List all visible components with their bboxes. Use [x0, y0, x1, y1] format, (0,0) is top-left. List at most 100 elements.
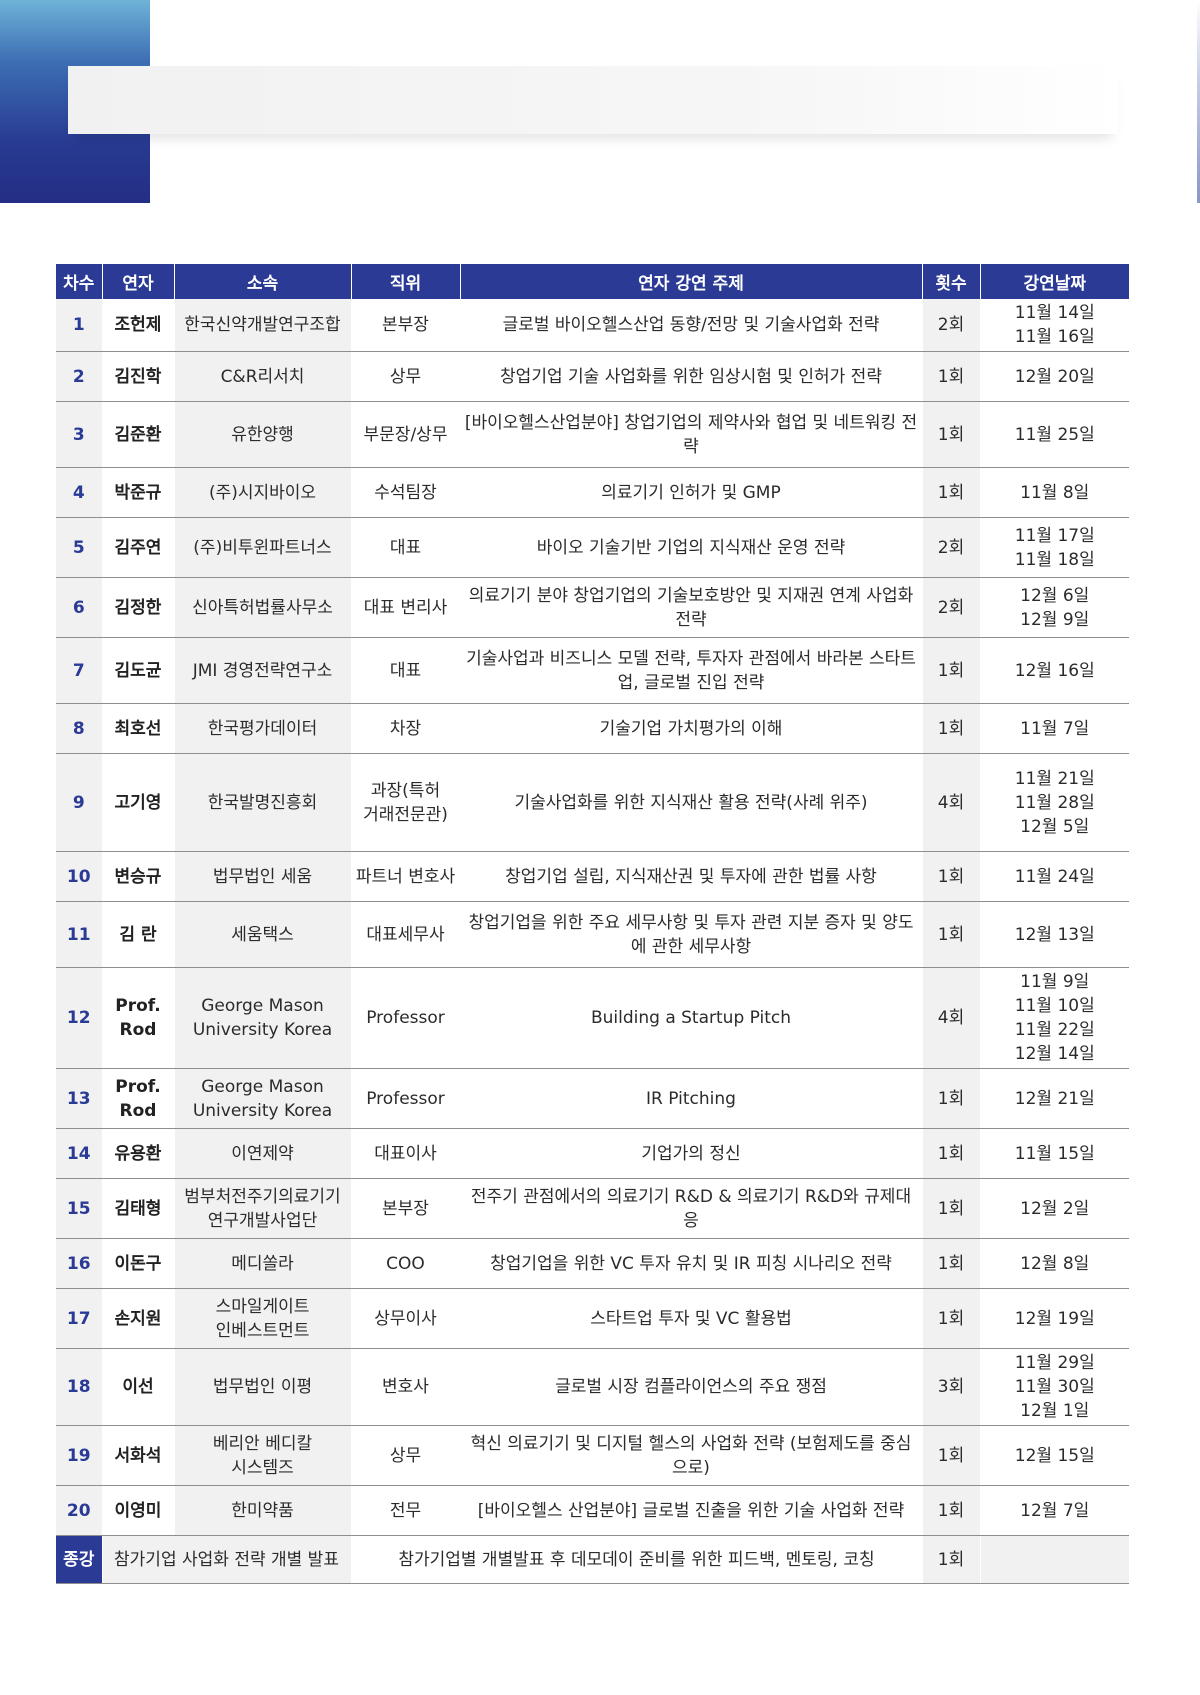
header-position: 직위 — [350, 264, 460, 299]
speaker-affiliation: (주)비투윈파트너스 — [173, 517, 351, 578]
speaker-name: 고기영 — [101, 753, 174, 852]
table-row: 11 김 란 세움택스 대표세무사 창업기업을 위한 주요 세무사항 및 투자 관련 지… — [56, 901, 1129, 968]
row-number: 8 — [56, 703, 102, 754]
table-row: 13 Prof. Rod George Mason University Korea… — [56, 1068, 1129, 1129]
table-row: 10 변승규 법무법인 세움 파트너 변호사 창업기업 설립, 지식재산권 및 투자에 … — [56, 851, 1129, 902]
lecture-dates: 11월 17일 11월 18일 — [979, 517, 1129, 578]
lecture-count: 2회 — [921, 299, 980, 352]
lecture-topic: IR Pitching — [459, 1068, 922, 1129]
lecture-count: 1회 — [921, 1128, 980, 1179]
header-affiliation: 소속 — [173, 264, 351, 299]
lecture-dates: 12월 20일 — [979, 351, 1129, 402]
lecture-topic: 기술기업 가치평가의 이해 — [459, 703, 922, 754]
header-no: 차수 — [56, 264, 102, 299]
lecture-dates: 12월 13일 — [979, 901, 1129, 968]
lecture-count: 3회 — [921, 1348, 980, 1426]
speaker-position: 대표 — [350, 637, 460, 704]
lecture-count: 4회 — [921, 967, 980, 1069]
lecture-topic: 의료기기 인허가 및 GMP — [459, 467, 922, 518]
row-number: 1 — [56, 299, 102, 352]
table-row: 9 고기영 한국발명진흥회 과장(특허 거래전문관) 기술사업화를 위한 지식재산 활용… — [56, 753, 1129, 852]
lecture-dates: 11월 14일 11월 16일 — [979, 299, 1129, 352]
lecture-dates: 12월 2일 — [979, 1178, 1129, 1239]
speaker-affiliation: 신아특허법률사무소 — [173, 577, 351, 638]
table-row: 14 유용환 이연제약 대표이사 기업가의 정신 1회 11월 15일 — [56, 1128, 1129, 1179]
speaker-name: 김정한 — [101, 577, 174, 638]
lecture-topic: 글로벌 시장 컴플라이언스의 주요 쟁점 — [459, 1348, 922, 1426]
speaker-affiliation: 범부처전주기의료기기 연구개발사업단 — [173, 1178, 351, 1239]
lecture-dates: 12월 8일 — [979, 1238, 1129, 1289]
header-dates: 강연날짜 — [979, 264, 1129, 299]
lecture-dates: 11월 9일 11월 10일 11월 22일 12월 14일 — [979, 967, 1129, 1069]
speaker-affiliation: George Mason University Korea — [173, 1068, 351, 1129]
speaker-affiliation: C&R리서치 — [173, 351, 351, 402]
lecture-count: 1회 — [921, 467, 980, 518]
row-number: 14 — [56, 1128, 102, 1179]
speaker-affiliation: (주)시지바이오 — [173, 467, 351, 518]
row-number: 6 — [56, 577, 102, 638]
lecture-dates: 12월 21일 — [979, 1068, 1129, 1129]
speaker-position: 변호사 — [350, 1348, 460, 1426]
table-row: 3 김준환 유한양행 부문장/상무 [바이오헬스산업분야] 창업기업의 제약사와 협업 … — [56, 401, 1129, 468]
row-number: 19 — [56, 1425, 102, 1486]
speaker-position: 상무이사 — [350, 1288, 460, 1349]
lecture-count: 4회 — [921, 753, 980, 852]
table-row: 4 박준규 (주)시지바이오 수석팀장 의료기기 인허가 및 GMP 1회 11월 8일 — [56, 467, 1129, 518]
title-banner — [68, 66, 1118, 134]
speaker-affiliation: 메디쏠라 — [173, 1238, 351, 1289]
speaker-affiliation: 한국평가데이터 — [173, 703, 351, 754]
speaker-affiliation: 세움택스 — [173, 901, 351, 968]
lecture-count: 1회 — [921, 851, 980, 902]
lecture-topic: 기술사업과 비즈니스 모델 전략, 투자자 관점에서 바라본 스타트업, 글로벌… — [459, 637, 922, 704]
lecture-dates: 11월 21일 11월 28일 12월 5일 — [979, 753, 1129, 852]
table-row: 12 Prof. Rod George Mason University Korea… — [56, 967, 1129, 1069]
lecture-topic: 기업가의 정신 — [459, 1128, 922, 1179]
lecture-count: 1회 — [921, 1068, 980, 1129]
speaker-name: 김주연 — [101, 517, 174, 578]
speaker-position: Professor — [350, 967, 460, 1069]
lecture-count: 2회 — [921, 577, 980, 638]
row-number: 11 — [56, 901, 102, 968]
lecture-topic: 전주기 관점에서의 의료기기 R&D & 의료기기 R&D와 규제대응 — [459, 1178, 922, 1239]
table-row: 19 서화석 베리안 베디칼 시스템즈 상무 혁신 의료기기 및 디지털 헬스의 사업화… — [56, 1425, 1129, 1486]
speaker-name: 이돈구 — [101, 1238, 174, 1289]
lecture-dates: 12월 16일 — [979, 637, 1129, 704]
final-session-row: 종강 참가기업 사업화 전략 개별 발표 참가기업별 개별발표 후 데모데이 준비를… — [56, 1535, 1129, 1584]
speaker-affiliation: 유한양행 — [173, 401, 351, 468]
table-body: 1 조헌제 한국신약개발연구조합 본부장 글로벌 바이오헬스산업 동향/전망 및 기술사… — [56, 299, 1129, 1584]
speaker-position: 차장 — [350, 703, 460, 754]
table-row: 18 이선 법무법인 이평 변호사 글로벌 시장 컴플라이언스의 주요 쟁점 3회 11월 … — [56, 1348, 1129, 1426]
speaker-position: Professor — [350, 1068, 460, 1129]
row-number: 10 — [56, 851, 102, 902]
row-number: 16 — [56, 1238, 102, 1289]
lecture-count: 1회 — [921, 1425, 980, 1486]
speaker-affiliation: 이연제약 — [173, 1128, 351, 1179]
final-session-label: 종강 — [56, 1535, 102, 1584]
lecture-topic: 창업기업을 위한 주요 세무사항 및 투자 관련 지분 증자 및 양도에 관한 … — [459, 901, 922, 968]
table-row: 20 이영미 한미약품 전무 [바이오헬스 산업분야] 글로벌 진출을 위한 기술 사업… — [56, 1485, 1129, 1536]
speaker-position: 본부장 — [350, 1178, 460, 1239]
speaker-affiliation: George Mason University Korea — [173, 967, 351, 1069]
speaker-affiliation: 한국신약개발연구조합 — [173, 299, 351, 352]
lecture-count: 1회 — [921, 901, 980, 968]
table-row: 17 손지원 스마일게이트 인베스트먼트 상무이사 스타트업 투자 및 VC 활용법 1회… — [56, 1288, 1129, 1349]
speaker-name: 서화석 — [101, 1425, 174, 1486]
lecture-count: 1회 — [921, 1238, 980, 1289]
lecture-dates: 12월 15일 — [979, 1425, 1129, 1486]
lecture-topic: 창업기업을 위한 VC 투자 유치 및 IR 피칭 시나리오 전략 — [459, 1238, 922, 1289]
table-row: 1 조헌제 한국신약개발연구조합 본부장 글로벌 바이오헬스산업 동향/전망 및 기술사… — [56, 299, 1129, 352]
lecture-dates: 11월 15일 — [979, 1128, 1129, 1179]
lecture-dates: 11월 7일 — [979, 703, 1129, 754]
lecture-topic: 글로벌 바이오헬스산업 동향/전망 및 기술사업화 전략 — [459, 299, 922, 352]
row-number: 9 — [56, 753, 102, 852]
table-row: 2 김진학 C&R리서치 상무 창업기업 기술 사업화를 위한 임상시험 및 인허가 전… — [56, 351, 1129, 402]
speaker-position: COO — [350, 1238, 460, 1289]
row-number: 7 — [56, 637, 102, 704]
row-number: 3 — [56, 401, 102, 468]
speaker-position: 파트너 변호사 — [350, 851, 460, 902]
table-row: 6 김정한 신아특허법률사무소 대표 변리사 의료기기 분야 창업기업의 기술보호방안 … — [56, 577, 1129, 638]
speaker-position: 대표 변리사 — [350, 577, 460, 638]
speaker-affiliation: 법무법인 세움 — [173, 851, 351, 902]
lecture-count: 2회 — [921, 517, 980, 578]
row-number: 13 — [56, 1068, 102, 1129]
